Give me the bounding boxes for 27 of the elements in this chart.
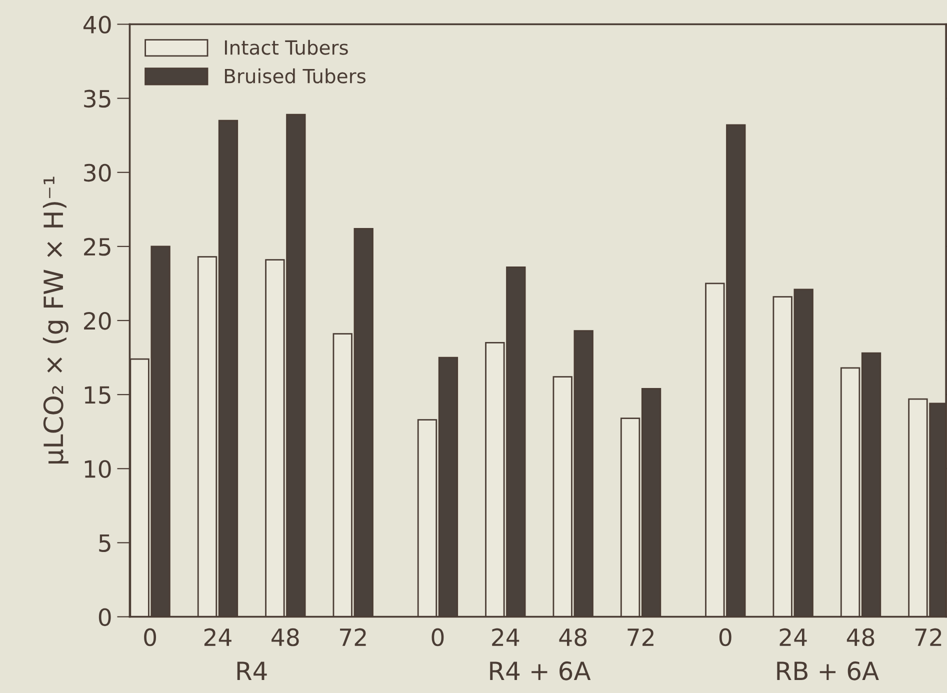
y-tick-label: 10 [84, 460, 111, 478]
x-tick-label: 72 [915, 628, 942, 646]
y-tick-label: 30 [84, 164, 111, 182]
x-tick-label: 0 [432, 628, 444, 646]
x-tick-label: 24 [204, 628, 232, 646]
x-tick-label: 0 [719, 628, 732, 646]
y-tick-label: 35 [84, 90, 110, 108]
text: R4 [237, 662, 267, 680]
x-tick-label: 48 [559, 628, 586, 646]
y-tick-label: 40 [83, 16, 111, 34]
text: RB + 6A [777, 661, 879, 680]
x-tick-label: 72 [628, 628, 654, 646]
text: R4 + 6A [490, 661, 591, 680]
y-tick-label: 15 [84, 386, 110, 404]
y-tick-label: 25 [84, 238, 110, 256]
legend-label: Intact Tubers [224, 40, 348, 55]
x-tick-label: 48 [272, 628, 299, 646]
x-tick-label: 24 [492, 628, 520, 646]
x-tick-label: 24 [780, 628, 807, 646]
x-tick-label: 72 [340, 628, 366, 646]
y-axis-title: μLCO₂ × (g FW × H)⁻¹ [42, 176, 68, 464]
y-tick-label: 0 [98, 608, 111, 626]
y-tick-label: 5 [99, 534, 110, 552]
x-tick-label: 48 [846, 628, 874, 646]
y-tick-label: 20 [84, 312, 111, 330]
x-tick-label: 0 [144, 628, 156, 646]
legend-label: Bruised Tubers [224, 68, 366, 84]
